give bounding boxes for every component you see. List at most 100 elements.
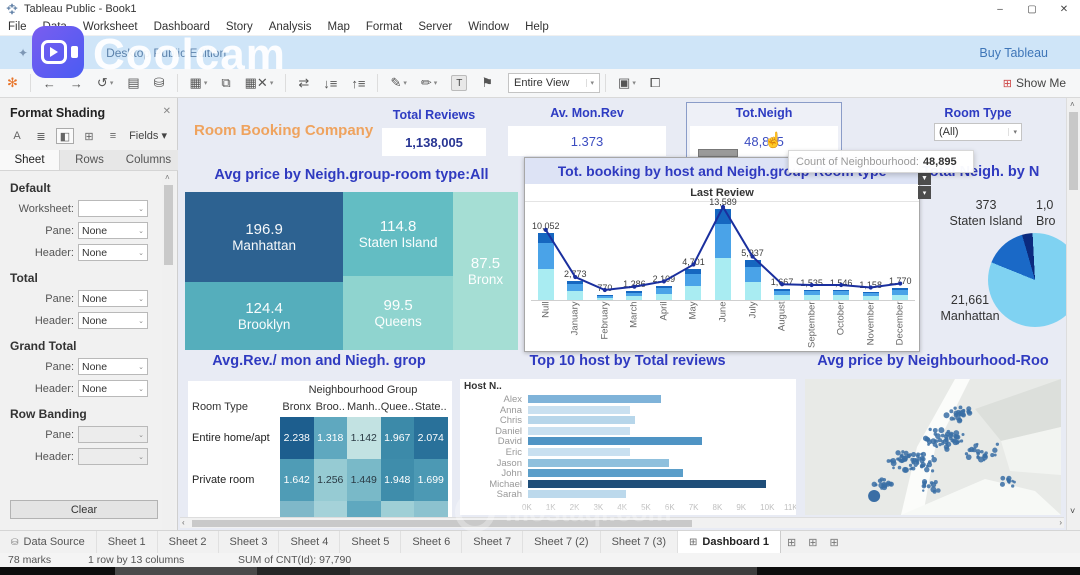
presentation-mode-icon[interactable]: ⧠ [649, 75, 661, 90]
map-mark[interactable] [932, 489, 937, 494]
top10-bar[interactable] [528, 458, 669, 467]
map-mark[interactable] [976, 455, 981, 460]
map-mark[interactable] [879, 477, 884, 482]
map-mark[interactable] [932, 427, 938, 433]
pie-chart[interactable]: Total Neigh. by N ▼ ▾ 373 Staten Island 1… [918, 160, 1066, 352]
map-mark[interactable] [931, 454, 935, 458]
selection-move-handle[interactable] [698, 149, 738, 157]
map-canvas[interactable] [805, 379, 1061, 515]
top10-bar[interactable] [528, 469, 683, 478]
treemap-tile-staten-island[interactable]: 114.8 Staten Island [343, 192, 454, 276]
map-mark[interactable] [935, 445, 939, 449]
back-icon[interactable]: ← [42, 75, 56, 91]
map-mark[interactable] [892, 466, 895, 470]
map-mark[interactable] [908, 463, 913, 468]
map-mark[interactable] [938, 442, 942, 447]
tab-sheet-1[interactable]: Sheet 1 [97, 531, 158, 553]
map-mark[interactable] [920, 461, 926, 468]
heatmap-cell[interactable]: 1.642 [280, 459, 314, 501]
map-mark[interactable] [911, 460, 916, 465]
map-mark[interactable] [938, 427, 945, 434]
swap-axes-icon[interactable]: ⇄ [298, 75, 310, 90]
map-mark[interactable] [881, 481, 887, 488]
map-mark[interactable] [964, 452, 969, 456]
heatmap-partial-cell[interactable] [280, 501, 314, 517]
map-mark[interactable] [900, 458, 905, 463]
map-mark[interactable] [920, 451, 927, 457]
treemap-tile-brooklyn[interactable]: 124.4 Brooklyn [185, 282, 344, 350]
bar-august[interactable] [774, 288, 791, 300]
bar-march[interactable] [626, 291, 643, 300]
format-row-select[interactable]: None ⌄ [78, 244, 148, 261]
map-mark[interactable] [948, 432, 954, 438]
map-mark[interactable] [903, 450, 909, 456]
map-mark[interactable] [959, 439, 964, 443]
format-borders-icon[interactable]: ⊞ [84, 130, 94, 143]
sort-descending-icon[interactable]: ↑≡ [351, 75, 366, 91]
forward-icon[interactable]: → [69, 75, 83, 91]
tab-sheet-3[interactable]: Sheet 3 [219, 531, 280, 553]
vscroll-thumb[interactable] [1069, 112, 1078, 190]
map-mark[interactable] [1011, 484, 1015, 488]
format-alignment-icon[interactable]: ≣ [36, 130, 46, 143]
heatmap-cell[interactable]: 1.318 [313, 417, 347, 459]
map-mark[interactable] [941, 439, 945, 444]
map-mark[interactable] [992, 447, 998, 453]
map-mark[interactable] [929, 481, 934, 485]
menu-item-server[interactable]: Server [418, 20, 453, 33]
map-chart[interactable]: Avg price by Neighbourhood-Roo [800, 353, 1066, 520]
bar-november[interactable] [862, 292, 879, 300]
tab-sheet-7[interactable]: Sheet 7 [462, 531, 524, 553]
map-mark[interactable] [901, 450, 905, 454]
dashboard-vscrollbar[interactable]: ˄ ˅ [1066, 98, 1080, 530]
treemap-tile-bronx[interactable]: 87.5 Bronx [453, 192, 518, 350]
map-mark[interactable] [960, 412, 965, 417]
sort-ascending-icon[interactable]: ↓≡ [323, 75, 338, 91]
map-mark[interactable] [956, 409, 961, 415]
menu-item-analysis[interactable]: Analysis [268, 20, 312, 33]
new-story-button[interactable]: ⊞ [829, 536, 839, 549]
heatmap-cell[interactable]: 1.256 [313, 459, 347, 501]
map-mark[interactable] [897, 465, 902, 470]
heatmap-cell[interactable]: 2.238 [280, 417, 314, 459]
map-mark[interactable] [945, 441, 952, 447]
fields-dropdown[interactable]: Fields ▾ [129, 130, 167, 142]
buy-tableau-link[interactable]: Buy Tableau [979, 45, 1048, 60]
tab-sheet-7-2-[interactable]: Sheet 7 (2) [523, 531, 601, 553]
map-mark[interactable] [937, 438, 942, 443]
heatmap-partial-cell[interactable] [313, 501, 347, 517]
heatmap-cell[interactable]: 1.449 [347, 459, 381, 501]
bar-april[interactable] [655, 285, 672, 300]
pie-marks[interactable] [988, 233, 1066, 327]
map-mark[interactable] [1000, 475, 1006, 481]
fix-axes-icon[interactable]: ⚑ [481, 75, 494, 90]
heatmap-table[interactable]: Neighbourhood Group Room Type Bronx Broo.… [188, 381, 452, 517]
map-mark[interactable] [914, 458, 919, 463]
map-mark[interactable] [916, 461, 920, 465]
tab-sheet-2[interactable]: Sheet 2 [158, 531, 219, 553]
treemap-chart[interactable]: Avg price by Neigh.group-room type:All 1… [183, 167, 520, 352]
tab-sheet-5[interactable]: Sheet 5 [340, 531, 402, 553]
combo-plot-area[interactable]: 10,052 2,773 770 1,286 2,109 4,701 13,589 5,937… [531, 197, 915, 301]
map-mark[interactable] [922, 489, 925, 492]
room-type-filter-select[interactable]: (All) ▾ [934, 123, 1022, 141]
map-mark[interactable] [951, 438, 957, 444]
map-mark[interactable] [943, 412, 950, 419]
map-mark[interactable] [888, 481, 894, 487]
map-mark[interactable] [967, 447, 972, 453]
format-icon[interactable]: ✏ ▾ [420, 75, 438, 90]
map-mark[interactable] [874, 483, 878, 487]
menu-item-dashboard[interactable]: Dashboard [153, 20, 210, 33]
map-mark[interactable] [944, 446, 950, 452]
scroll-thumb[interactable] [164, 185, 173, 265]
map-mark[interactable] [933, 432, 938, 436]
map-mark[interactable] [999, 481, 1006, 487]
chevron-down-icon[interactable]: ▾ [918, 186, 931, 199]
hscroll-thumb[interactable] [192, 520, 692, 527]
map-mark[interactable] [924, 466, 930, 473]
menu-item-story[interactable]: Story [225, 20, 253, 33]
format-row-select[interactable]: ⌄ [78, 448, 148, 465]
map-mark[interactable] [927, 460, 932, 464]
close-icon[interactable]: ✕ [1059, 3, 1069, 15]
map-mark[interactable] [1006, 477, 1010, 482]
